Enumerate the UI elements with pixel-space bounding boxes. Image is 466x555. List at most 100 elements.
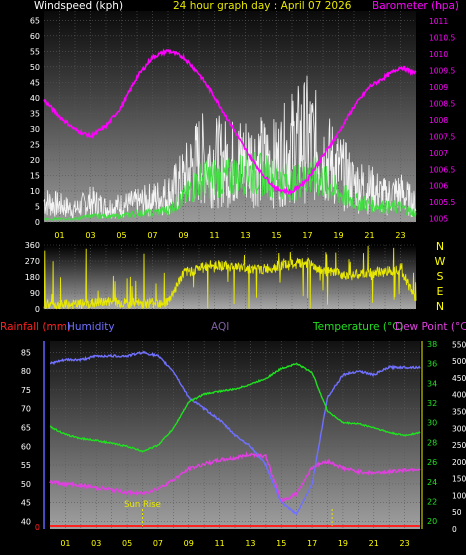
hour-tick-label: 03	[85, 231, 95, 240]
aqi-tick-label: 200	[452, 458, 466, 467]
windspeed-tick-label: 10	[30, 187, 40, 196]
humidity-tick-label: 70	[21, 405, 31, 414]
dewpoint-label: Dew Point (°C)	[395, 321, 466, 333]
hour-tick-label: 07	[147, 231, 157, 240]
wind-barometer-panel: 0510152025303540455055606510051005.51006…	[30, 0, 459, 240]
humidity-tick-label: 55	[21, 461, 31, 470]
aqi-tick-label: 150	[452, 475, 466, 484]
temperature-tick-label: 20	[427, 517, 437, 526]
barometer-tick-label: 1007.5	[429, 132, 455, 141]
direction-tick-label: 270	[25, 257, 40, 266]
humidity-tick-label: 65	[21, 423, 31, 432]
humidity-tick-label: 60	[21, 442, 31, 451]
panel1-ticks: 0510152025303540455055606510051005.51006…	[30, 16, 456, 240]
temperature-tick-label: 32	[427, 399, 437, 408]
aqi-tick-label: 250	[452, 441, 466, 450]
hour-tick-label: 15	[276, 539, 286, 548]
direction-tick-label: 0	[35, 305, 40, 314]
windspeed-tick-label: 30	[30, 125, 40, 134]
aqi-tick-label: 300	[452, 424, 466, 433]
humidity-label: Humidity	[67, 321, 115, 333]
windspeed-tick-label: 25	[30, 140, 40, 149]
aqi-tick-label: 550	[452, 340, 466, 349]
windspeed-tick-label: 45	[30, 78, 40, 87]
hour-tick-label: 19	[338, 539, 348, 548]
graph-title: 24 hour graph day : April 07 2026	[173, 0, 352, 12]
windspeed-tick-label: 5	[35, 202, 40, 211]
hour-tick-label: 03	[91, 539, 101, 548]
temperature-tick-label: 34	[427, 379, 437, 388]
hour-tick-label: 23	[395, 231, 405, 240]
barometer-series	[43, 48, 417, 197]
windspeed-tick-label: 40	[30, 94, 40, 103]
gust-series	[43, 75, 417, 220]
windspeed-tick-label: 55	[30, 47, 40, 56]
barometer-tick-label: 1006.5	[429, 165, 455, 174]
windspeed-tick-label: 0	[35, 218, 40, 227]
humidity-tick-label: 50	[21, 480, 31, 489]
hour-tick-label: 01	[54, 231, 64, 240]
barometer-axis-label: Barometer (hpa)	[372, 0, 459, 12]
barometer-tick-label: 1010	[429, 50, 448, 59]
panel1-series	[43, 48, 417, 222]
temperature-series	[49, 362, 421, 453]
humidity-tick-label: 85	[21, 348, 31, 357]
temperature-label: Temperature (°C)	[312, 321, 404, 333]
humidity-tick-label: 40	[21, 517, 31, 526]
barometer-tick-label: 1010.5	[429, 33, 455, 42]
temperature-tick-label: 26	[427, 458, 437, 467]
direction-tick-label: 180	[25, 273, 40, 282]
rainfall-label: Rainfall (mm)	[0, 321, 71, 333]
windspeed-axis-label: Windspeed (kph)	[34, 0, 123, 12]
aqi-tick-label: 500	[452, 357, 466, 366]
windspeed-tick-label: 15	[30, 171, 40, 180]
hour-tick-label: 07	[153, 539, 163, 548]
direction-tick-label: 360	[25, 241, 40, 250]
direction-tick-label: 90	[30, 289, 40, 298]
sunrise-label: Sun Rise	[124, 500, 161, 510]
barometer-tick-label: 1008	[429, 116, 448, 125]
windspeed-tick-label: 65	[30, 16, 40, 25]
hour-tick-label: 09	[178, 231, 188, 240]
humidity-tick-label: 45	[21, 499, 31, 508]
windspeed-tick-label: 60	[30, 32, 40, 41]
humidity-tick-label: 75	[21, 386, 31, 395]
windspeed-tick-label: 20	[30, 156, 40, 165]
panel3-series: Sun Rise	[49, 350, 421, 527]
barometer-tick-label: 1007	[429, 149, 448, 158]
windspeed-tick-label: 50	[30, 63, 40, 72]
barometer-tick-label: 1009	[429, 83, 448, 92]
hour-tick-label: 09	[184, 539, 194, 548]
panel3-ticks: 40 45 50 55 60 65 70 75 80 85 0 20 22 24 26 28 30 32 34 36 3…	[21, 340, 466, 548]
windspeed-tick-label: 35	[30, 109, 40, 118]
average-series	[43, 149, 417, 222]
aqi-tick-label: 100	[452, 491, 466, 500]
barometer-tick-label: 1009.5	[429, 66, 455, 75]
aqi-tick-label: 400	[452, 391, 466, 400]
compass-label: S	[437, 270, 444, 283]
aqi-tick-label: 350	[452, 408, 466, 417]
temperature-tick-label: 24	[427, 478, 437, 487]
temp-humidity-panel: Sun Rise 40 45 50 55 60 65 70 75 80 85 0 20 22 24 26 28…	[0, 321, 466, 548]
hour-tick-label: 23	[399, 539, 409, 548]
hour-tick-label: 13	[240, 231, 250, 240]
hour-tick-label: 21	[369, 539, 379, 548]
barometer-tick-label: 1011	[429, 17, 448, 26]
barometer-tick-label: 1005	[429, 215, 448, 224]
hour-tick-label: 19	[333, 231, 343, 240]
compass-label: E	[437, 285, 444, 298]
rainfall-tick-label: 0	[35, 523, 40, 532]
barometer-tick-label: 1008.5	[429, 99, 455, 108]
panel2-series	[43, 245, 417, 310]
hour-tick-label: 21	[364, 231, 374, 240]
hour-tick-label: 17	[307, 539, 317, 548]
barometer-tick-label: 1005.5	[429, 198, 455, 207]
compass-label: N	[436, 300, 444, 313]
temperature-tick-label: 38	[427, 340, 437, 349]
hour-tick-label: 13	[245, 539, 255, 548]
humidity-tick-label: 80	[21, 367, 31, 376]
hour-tick-label: 05	[116, 231, 126, 240]
